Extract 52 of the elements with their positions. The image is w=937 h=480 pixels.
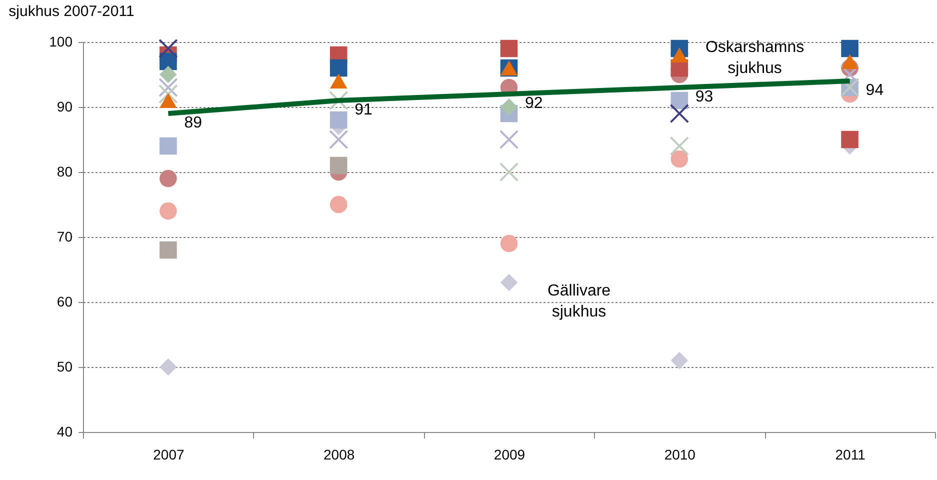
y-tick-label: 40	[56, 424, 73, 440]
point	[499, 162, 519, 182]
point	[670, 92, 688, 110]
point	[670, 136, 690, 156]
y-tick-label: 100	[49, 34, 73, 50]
x-tick-label: 2011	[835, 446, 866, 462]
y-tick-label: 80	[56, 164, 73, 180]
y-tick-label: 50	[56, 358, 73, 374]
x-tick-label: 2008	[324, 446, 355, 462]
point	[158, 78, 178, 98]
point	[670, 48, 688, 62]
point	[160, 170, 177, 188]
data-label: 92	[525, 95, 543, 112]
point	[158, 38, 178, 58]
point	[499, 130, 519, 150]
point	[328, 90, 348, 110]
point	[160, 241, 177, 259]
annotation: Gällivare sjukhus	[547, 282, 611, 320]
point	[330, 59, 348, 77]
data-label: 93	[695, 88, 714, 106]
point	[160, 358, 177, 376]
point	[841, 130, 858, 148]
x-tick-label: 2009	[494, 446, 526, 462]
point	[841, 54, 858, 69]
point	[841, 40, 858, 58]
point	[500, 234, 518, 252]
point	[160, 66, 177, 84]
data-label: 94	[866, 82, 884, 99]
point	[328, 130, 348, 150]
x-tick-label: 2007	[153, 446, 184, 462]
point	[500, 98, 518, 116]
x-tick-label: 2010	[664, 446, 696, 462]
point	[500, 40, 518, 58]
point	[330, 156, 348, 174]
annotation: Oskarshamns sjukhus	[705, 39, 804, 77]
point	[330, 111, 348, 129]
data-label: 89	[184, 114, 202, 132]
point	[160, 137, 177, 155]
point	[670, 150, 688, 168]
y-tick-label: 90	[56, 98, 73, 114]
y-tick-label: 70	[56, 228, 73, 244]
y-tick-label: 60	[56, 294, 73, 310]
point	[160, 202, 177, 220]
point	[670, 352, 688, 370]
point	[330, 74, 348, 88]
point	[158, 84, 178, 104]
point	[670, 104, 690, 124]
point	[330, 196, 348, 214]
data-label: 91	[354, 102, 372, 118]
point	[160, 93, 177, 108]
chart-title: sjukhus 2007-2011	[8, 3, 134, 20]
point	[500, 274, 518, 292]
